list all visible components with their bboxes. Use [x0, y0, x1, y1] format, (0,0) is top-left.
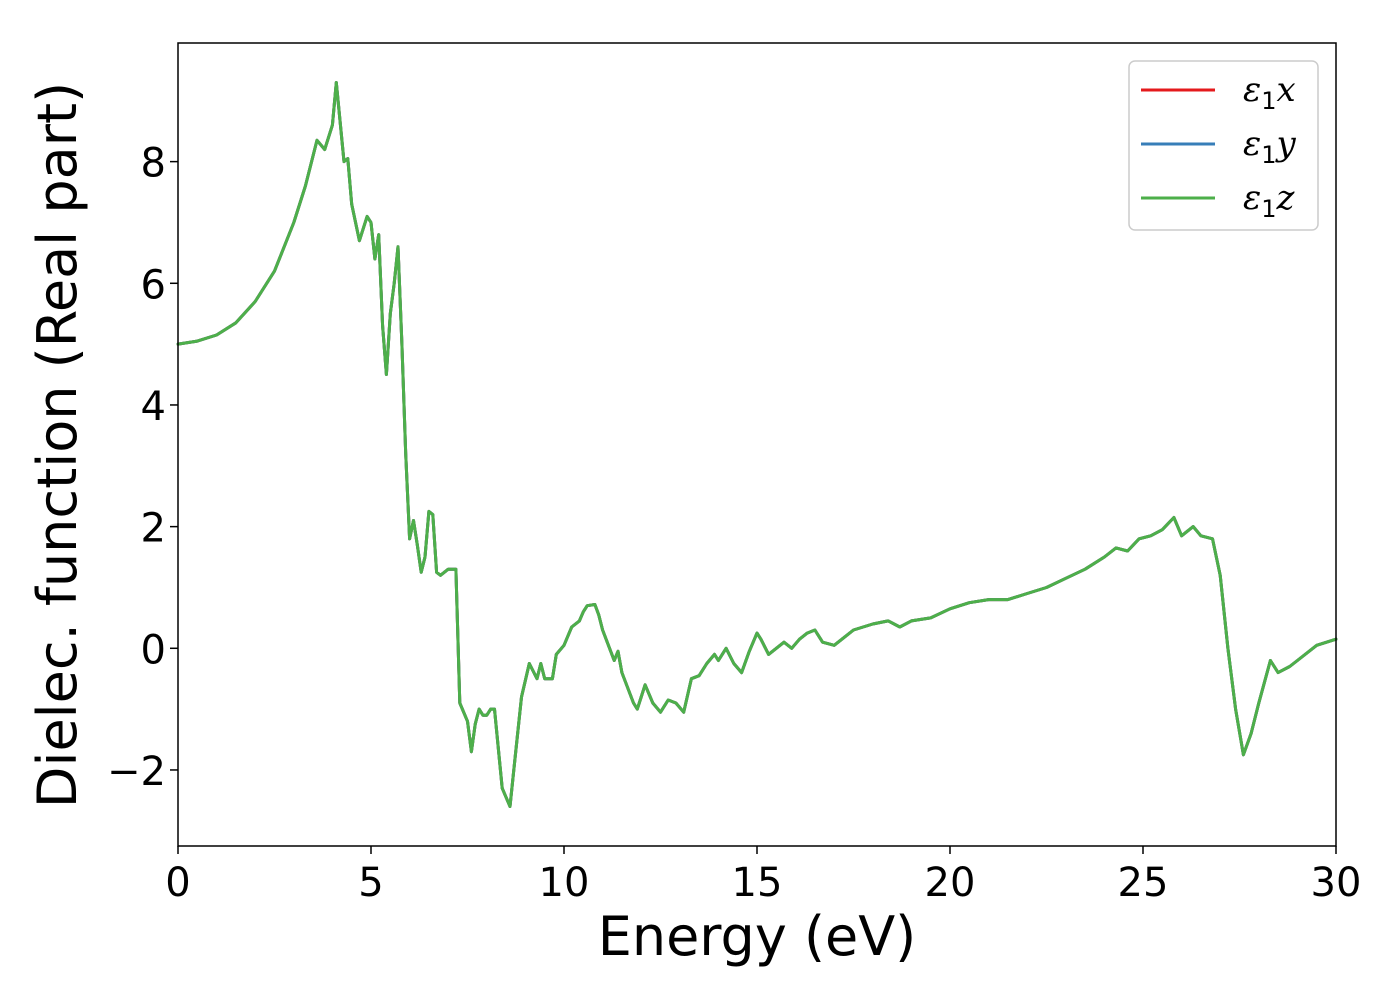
legend-label-x: ε1x [1243, 70, 1296, 115]
series-lines [176, 81, 1338, 808]
x-tick-label: 15 [732, 860, 783, 906]
x-tick-label: 5 [358, 860, 383, 906]
legend-label-z: ε1z [1243, 178, 1296, 223]
x-tick-label: 25 [1118, 860, 1169, 906]
x-tick-label: 30 [1311, 860, 1362, 906]
y-tick-label: 8 [141, 141, 166, 187]
y-axis-title: Dielec. function (Real part) [26, 82, 89, 808]
y-tick-label: 2 [141, 506, 166, 552]
x-tick-label: 10 [539, 860, 590, 906]
y-tick-label: −2 [107, 749, 166, 795]
x-tick-label: 0 [165, 860, 190, 906]
legend-box [1128, 60, 1319, 231]
y-tick-label: 6 [141, 262, 166, 308]
y-tick-label: 0 [141, 627, 166, 673]
series-line-epsilon1-z [176, 81, 1338, 808]
x-tick-label: 20 [925, 860, 976, 906]
x-axis-title: Energy (eV) [598, 905, 917, 968]
legend: ε1x ε1y ε1z [1128, 60, 1319, 231]
axis-ticks: 0 5 10 15 20 25 30 −2 0 2 4 6 8 [107, 141, 1361, 906]
legend-label-y: ε1y [1243, 124, 1297, 169]
y-tick-label: 4 [141, 384, 166, 430]
